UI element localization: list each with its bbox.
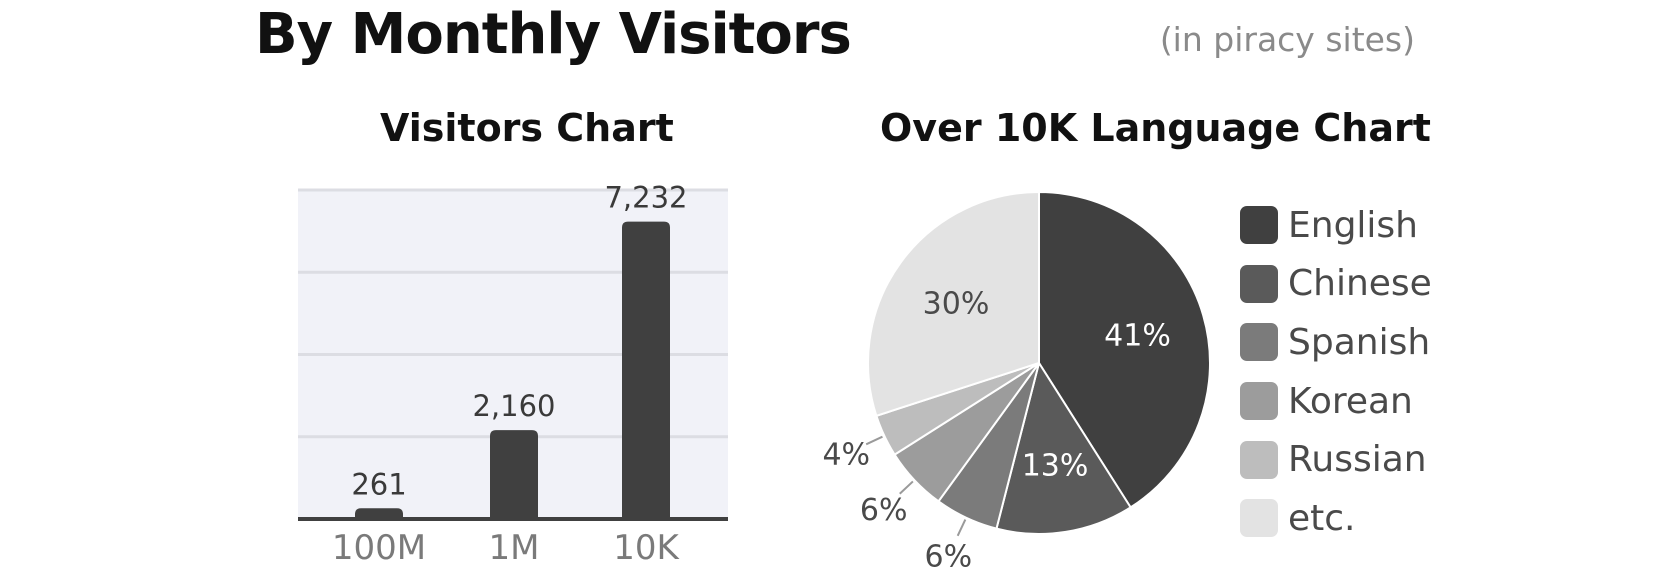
pie-chart-title: Over 10K Language Chart — [880, 106, 1431, 150]
pie-label-leader — [865, 435, 883, 446]
pie-slice-etc — [867, 190, 1040, 418]
legend-label: Korean — [1288, 380, 1413, 422]
legend-swatch — [1240, 499, 1278, 538]
bar-value-label: 261 — [351, 467, 406, 501]
bar-value-label: 7,232 — [604, 181, 687, 215]
legend-item: English — [1240, 196, 1432, 255]
bar-1M — [490, 430, 538, 519]
page-note: (in piracy sites) — [1159, 20, 1415, 59]
legend-item: Spanish — [1240, 313, 1432, 372]
pie-label-leader — [899, 480, 914, 495]
legend-label: Russian — [1288, 439, 1427, 481]
legend-item: Russian — [1240, 430, 1432, 489]
bar-value-label: 2,160 — [472, 389, 555, 423]
pie-value-label: 6% — [860, 493, 908, 528]
legend-swatch — [1240, 440, 1278, 479]
pie-value-label: 13% — [1022, 448, 1089, 483]
bar-chart-title: Visitors Chart — [380, 106, 674, 150]
pie-value-label: 6% — [925, 540, 973, 575]
legend-label: English — [1288, 204, 1418, 246]
page-title: By Monthly Visitors — [255, 2, 852, 67]
pie-slice-chinese — [995, 360, 1133, 536]
legend-label: Spanish — [1288, 321, 1431, 363]
bar-100M — [355, 508, 403, 519]
pie-value-label: 4% — [822, 438, 870, 473]
bar-category-label: 1M — [489, 528, 540, 568]
pie-value-label: 41% — [1104, 318, 1171, 353]
bar-category-label: 100M — [332, 528, 426, 568]
legend-item: Chinese — [1240, 255, 1432, 314]
bar-10K — [622, 221, 670, 520]
bar-category-label: 10K — [613, 528, 680, 568]
legend-label: etc. — [1288, 497, 1356, 539]
legend-swatch — [1240, 323, 1278, 362]
legend-label: Chinese — [1288, 263, 1432, 305]
legend-swatch — [1240, 206, 1278, 245]
legend-item: etc. — [1240, 489, 1432, 548]
pie-label-leader — [956, 519, 967, 537]
legend-swatch — [1240, 264, 1278, 303]
legend-swatch — [1240, 382, 1278, 421]
legend-item: Korean — [1240, 372, 1432, 431]
pie-legend: English Chinese Spanish Korean Russian etc. — [1240, 196, 1432, 548]
pie-value-label: 30% — [923, 287, 990, 322]
